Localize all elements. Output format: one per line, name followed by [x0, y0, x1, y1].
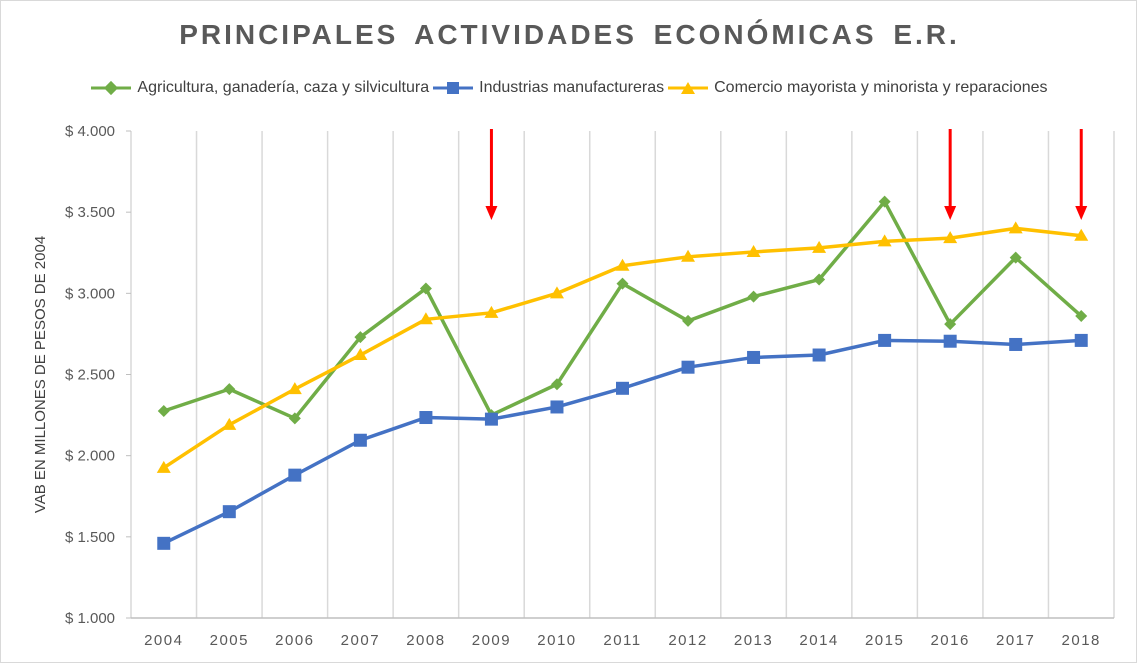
data-point-agri: [944, 318, 957, 331]
data-point-ind: [616, 381, 629, 395]
data-point-ind: [353, 433, 367, 447]
x-tick-label: 2014: [799, 632, 838, 649]
data-point-com: [1074, 228, 1089, 241]
data-point-agri: [354, 331, 367, 344]
data-point-com: [156, 460, 171, 473]
x-tick-label: 2006: [275, 632, 314, 649]
legend-swatch-agri: [91, 80, 132, 96]
data-point-ind: [419, 411, 433, 425]
legend-item-agri: Agricultura, ganadería, caza y silvicult…: [91, 79, 429, 97]
y-tick-label: $ 4.000: [65, 123, 115, 140]
chart-title: PRINCIPALES ACTIVIDADES ECONÓMICAS E.R.: [179, 19, 960, 50]
data-point-com: [1008, 221, 1023, 234]
y-tick-label: $ 1.000: [65, 610, 115, 627]
y-tick-label: $ 2.500: [65, 367, 115, 384]
data-point-com: [287, 382, 302, 395]
data-point-ind: [1009, 337, 1023, 351]
data-point-agri: [419, 282, 432, 295]
data-point-agri: [1009, 251, 1022, 264]
data-point-agri: [550, 378, 563, 391]
x-tick-label: 2016: [930, 632, 969, 649]
legend-label-com: Comercio mayorista y minorista y reparac…: [714, 79, 1048, 96]
data-point-com: [681, 249, 696, 262]
data-point-ind: [550, 400, 564, 414]
data-point-ind: [157, 536, 171, 550]
annotation-arrow-head: [944, 206, 957, 220]
data-point-com: [353, 348, 368, 361]
x-tick-label: 2012: [668, 632, 707, 649]
data-point-com: [615, 258, 630, 271]
data-point-agri: [813, 273, 826, 286]
annotation-arrow-head: [1075, 206, 1088, 220]
legend-item-com: Comercio mayorista y minorista y reparac…: [668, 79, 1048, 97]
legend-label-ind: Industrias manufactureras: [479, 79, 665, 96]
x-tick-label: 2017: [996, 632, 1035, 649]
data-point-agri: [616, 277, 629, 290]
data-point-ind: [484, 412, 498, 426]
data-point-com: [484, 305, 499, 318]
data-point-agri: [747, 290, 760, 303]
x-tick-label: 2015: [865, 632, 904, 649]
y-tick-label: $ 1.500: [65, 529, 115, 546]
data-point-agri: [878, 195, 891, 208]
data-point-ind: [681, 360, 695, 374]
data-point-ind: [747, 350, 761, 364]
x-tick-label: 2009: [472, 632, 511, 649]
data-point-com: [549, 286, 564, 299]
data-point-com: [746, 244, 761, 257]
data-point-ind: [1074, 333, 1088, 347]
data-point-agri: [1075, 310, 1088, 323]
x-tick-label: 2011: [603, 632, 641, 649]
series-line-ind: [163, 338, 1082, 545]
legend-item-ind: Industrias manufactureras: [433, 79, 664, 97]
data-point-agri: [223, 383, 236, 396]
x-tick-label: 2004: [144, 632, 183, 649]
data-point-ind: [943, 334, 957, 348]
legend-label-agri: Agricultura, ganadería, caza y silvicult…: [137, 79, 430, 96]
x-tick-label: 2005: [210, 632, 249, 649]
data-point-ind: [222, 505, 236, 519]
y-tick-label: $ 2.000: [65, 448, 115, 465]
x-tick-label: 2007: [341, 632, 380, 649]
x-tick-label: 2008: [406, 632, 445, 649]
legend: Agricultura, ganadería, caza y silvicult…: [1, 79, 1137, 97]
x-tick-label: 2018: [1062, 632, 1101, 649]
data-point-agri: [682, 314, 695, 327]
data-point-com: [943, 231, 958, 244]
y-tick-label: $ 3.500: [65, 204, 115, 221]
x-tick-label: 2010: [537, 632, 576, 649]
data-point-ind: [878, 333, 892, 347]
data-point-agri: [288, 412, 301, 425]
data-point-ind: [288, 468, 302, 482]
data-point-com: [877, 234, 892, 247]
legend-swatch-ind: [433, 82, 474, 94]
data-point-agri: [157, 405, 170, 418]
data-point-ind: [812, 348, 826, 362]
annotation-arrow-head: [485, 206, 498, 220]
data-point-com: [812, 240, 827, 253]
data-point-com: [222, 417, 237, 430]
y-tick-label: $ 3.000: [65, 285, 115, 302]
y-axis-label: VAB EN MILLONES DE PESOS DE 2004: [32, 236, 49, 513]
x-tick-label: 2013: [734, 632, 773, 649]
data-point-com: [418, 312, 433, 325]
legend-swatch-com: [668, 82, 709, 94]
